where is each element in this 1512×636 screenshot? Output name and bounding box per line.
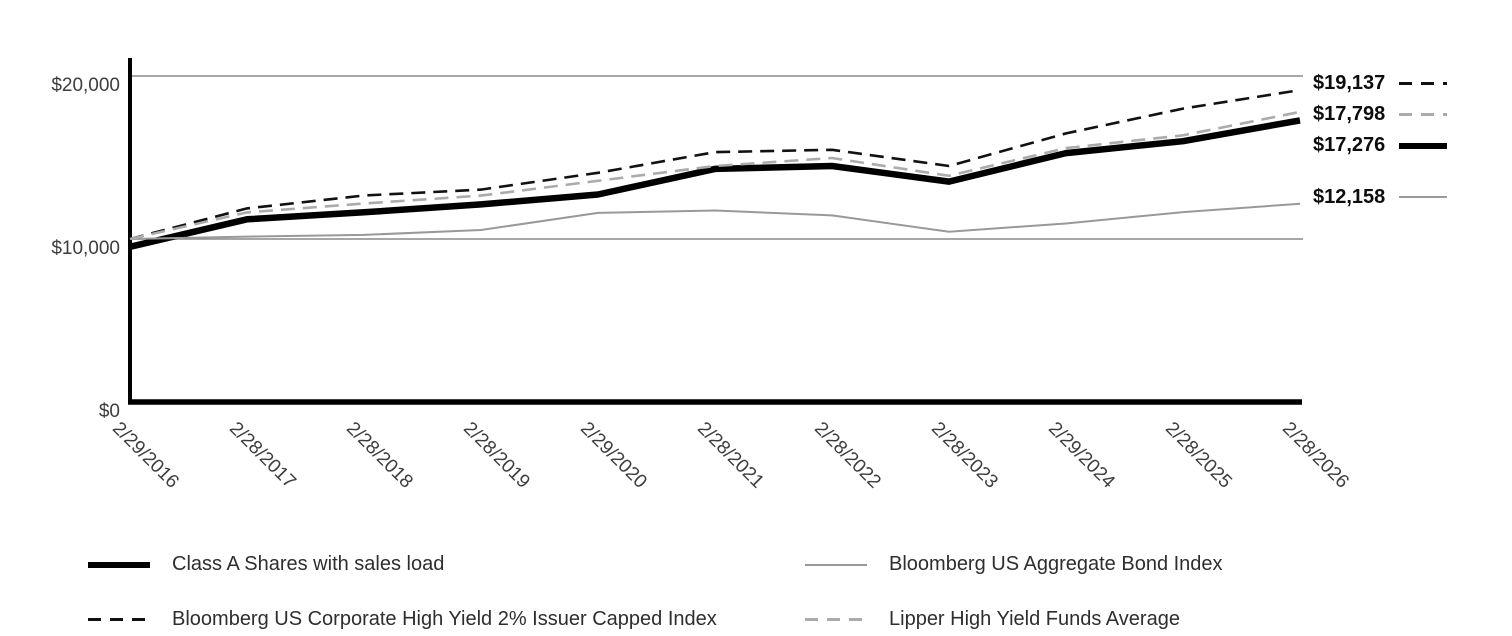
end-label-line-swatch-icon	[1399, 82, 1448, 86]
end-label-value: $17,798	[1313, 103, 1386, 126]
end-label-line-swatch-icon	[1399, 142, 1448, 149]
series-line-0	[129, 117, 1301, 250]
legend-item-bloomberg-high-yield: Bloomberg US Corporate High Yield 2% Iss…	[88, 608, 717, 631]
plot-area	[128, 58, 1303, 405]
legend-label: Lipper High Yield Funds Average	[889, 608, 1180, 630]
solid-gray-line-swatch-icon	[805, 563, 867, 566]
legend-item-class-a-shares: Class A Shares with sales load	[88, 553, 444, 576]
end-label-value: $17,276	[1313, 134, 1386, 157]
legend-label: Bloomberg US Aggregate Bond Index	[889, 553, 1223, 575]
series-line-3	[129, 110, 1301, 241]
end-label-line-swatch-icon	[1399, 113, 1448, 117]
y-tick-label: $0	[98, 401, 120, 422]
end-label-series-0: $17,276	[1313, 134, 1448, 157]
series-line-1	[129, 88, 1301, 241]
end-label-value: $12,158	[1313, 185, 1386, 208]
y-tick-label: $20,000	[51, 75, 120, 96]
dashed-gray-line-swatch-icon	[805, 618, 867, 621]
solid-black-line-swatch-icon	[88, 561, 150, 568]
end-label-series-3: $17,798	[1313, 103, 1448, 126]
legend-item-lipper-average: Lipper High Yield Funds Average	[805, 608, 1180, 631]
end-label-series-1: $19,137	[1313, 72, 1448, 95]
end-label-value: $19,137	[1313, 72, 1386, 95]
end-label-line-swatch-icon	[1399, 196, 1448, 199]
legend-item-bloomberg-aggregate: Bloomberg US Aggregate Bond Index	[805, 553, 1223, 576]
legend-label: Bloomberg US Corporate High Yield 2% Iss…	[172, 608, 717, 630]
legend-label: Class A Shares with sales load	[172, 553, 445, 575]
series-line-2	[129, 202, 1301, 240]
dashed-black-line-swatch-icon	[88, 618, 150, 621]
y-tick-label: $10,000	[51, 238, 120, 259]
end-label-series-2: $12,158	[1313, 185, 1448, 209]
